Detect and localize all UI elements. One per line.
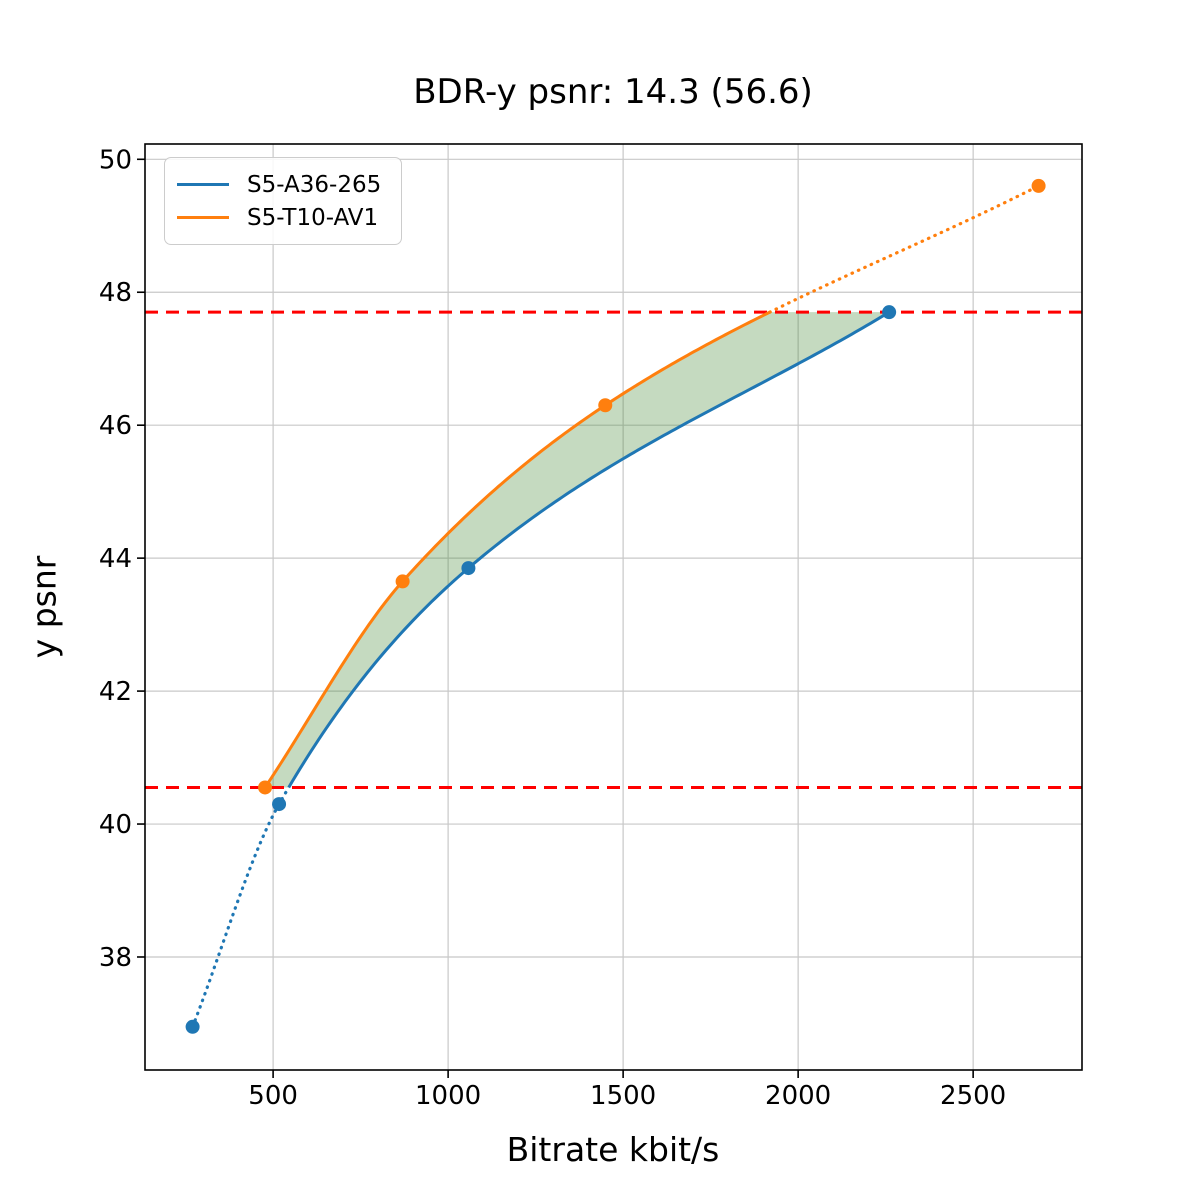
y-tick-label: 40: [99, 810, 132, 840]
y-tick-label: 48: [99, 278, 132, 308]
series-1-marker: [395, 574, 410, 589]
x-tick-label: 2000: [765, 1081, 831, 1111]
legend-line-sample-0: [177, 183, 229, 186]
legend-item-series-0: S5-A36-265: [177, 168, 389, 201]
series-0-marker: [185, 1019, 200, 1034]
legend: S5-A36-265 S5-T10-AV1: [164, 157, 402, 245]
y-tick-label: 50: [99, 145, 132, 175]
series-0-curve: [287, 310, 890, 789]
chart-title: BDR-y psnr: 14.3 (56.6): [413, 72, 813, 112]
legend-item-series-1: S5-T10-AV1: [177, 201, 389, 234]
y-tick-label: 46: [99, 411, 132, 441]
series-1-marker: [258, 780, 273, 795]
series-0-marker: [461, 561, 476, 576]
legend-line-sample-1: [177, 216, 229, 219]
y-axis-label: y psnr: [24, 555, 64, 659]
axes-spines: [144, 143, 1083, 1071]
y-tick-label: 42: [99, 677, 132, 707]
y-tick-label: 38: [99, 943, 132, 973]
series-0-dotted-curve: [191, 785, 291, 1029]
series-0-marker: [272, 797, 287, 812]
series-1-marker: [1031, 178, 1046, 193]
series-0-marker: [882, 305, 897, 320]
x-tick-label: 1000: [415, 1081, 481, 1111]
series-1-dotted-curve: [768, 184, 1041, 314]
x-axis-label: Bitrate kbit/s: [506, 1130, 720, 1169]
series-1-curve: [263, 310, 771, 789]
bd-gain-shaded-region: [265, 312, 890, 788]
series-1-marker: [598, 398, 613, 413]
x-tick-label: 500: [248, 1081, 298, 1111]
y-tick-label: 44: [99, 544, 132, 574]
x-tick-label: 2500: [940, 1081, 1006, 1111]
legend-label-1: S5-T10-AV1: [247, 204, 379, 231]
legend-label-0: S5-A36-265: [247, 171, 382, 198]
x-tick-label: 1500: [590, 1081, 656, 1111]
